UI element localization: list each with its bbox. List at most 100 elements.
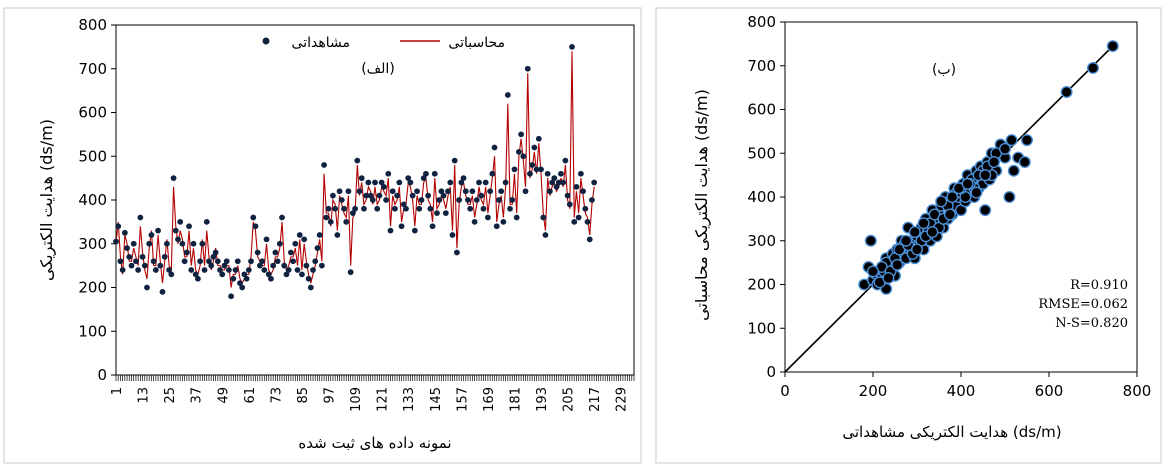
data-point-observed — [281, 262, 288, 269]
data-point-observed — [157, 262, 164, 269]
data-point-observed — [491, 144, 498, 151]
data-point-observed — [465, 197, 471, 203]
data-point-observed — [564, 192, 571, 199]
data-point-observed — [520, 153, 527, 160]
data-point-observed — [480, 205, 487, 212]
data-point-observed — [115, 223, 122, 230]
y-tick-label: 700 — [747, 57, 776, 75]
data-point-observed — [418, 197, 425, 203]
data-point-observed — [188, 267, 195, 273]
data-point-observed — [128, 262, 135, 269]
data-point-observed — [361, 205, 367, 212]
data-point-observed — [438, 188, 445, 195]
data-point-observed — [489, 170, 496, 177]
data-point-observed — [553, 183, 560, 190]
data-point-observed — [414, 188, 420, 195]
data-point-observed — [482, 179, 489, 186]
data-point-observed — [168, 271, 175, 278]
data-point-observed — [540, 214, 547, 221]
x-axis-label: نمونه داده های ثبت شده — [298, 434, 451, 452]
data-point-observed — [237, 280, 243, 287]
scatter-point — [1018, 155, 1031, 168]
data-point-observed — [230, 275, 237, 282]
data-point-observed — [555, 179, 562, 186]
x-tick-label: 0 — [780, 382, 790, 400]
x-tick-label: 37 — [190, 387, 205, 404]
data-point-observed — [228, 293, 235, 300]
data-point-observed — [175, 236, 181, 243]
data-point-observed — [575, 214, 582, 221]
data-point-observed — [307, 284, 314, 291]
data-point-observed — [511, 166, 518, 173]
y-tick-label: 200 — [747, 276, 776, 294]
data-point-observed — [571, 218, 578, 225]
data-point-observed — [358, 175, 365, 182]
data-point-observed — [172, 227, 179, 234]
data-point-observed — [290, 258, 296, 265]
scatter-point — [1003, 190, 1016, 203]
data-point-observed — [566, 201, 573, 208]
data-point-observed — [159, 288, 166, 295]
data-point-observed — [179, 240, 186, 247]
scatter-point — [970, 186, 983, 199]
data-point-observed — [170, 175, 177, 182]
data-point-observed — [265, 271, 272, 278]
data-point-observed — [287, 249, 294, 256]
data-point-observed — [527, 170, 533, 177]
data-point-observed — [445, 188, 451, 195]
data-point-observed — [367, 192, 374, 199]
legend-label-computed: محاسباتی — [448, 35, 505, 51]
data-point-observed — [126, 253, 133, 260]
data-point-observed — [392, 205, 398, 212]
data-point-observed — [343, 218, 350, 225]
data-point-observed — [407, 179, 414, 186]
data-point-observed — [473, 197, 480, 203]
data-point-observed — [400, 201, 407, 208]
x-tick-label: 400 — [947, 382, 976, 400]
data-point-observed — [403, 205, 409, 212]
stats-line: N-S=0.820 — [1055, 316, 1128, 331]
data-point-observed — [263, 236, 270, 243]
y-tick-label: 400 — [747, 188, 776, 206]
data-point-observed — [496, 197, 502, 203]
data-point-observed — [234, 258, 241, 265]
scatter-point — [999, 142, 1012, 155]
legend-label-observed: مشاهداتی — [292, 35, 350, 51]
data-point-observed — [560, 179, 567, 186]
data-point-observed — [405, 175, 412, 182]
data-point-observed — [411, 227, 418, 234]
data-point-observed — [217, 267, 223, 273]
data-point-observed — [292, 240, 299, 247]
stats-line: RMSE=0.062 — [1038, 297, 1128, 312]
data-point-observed — [515, 148, 522, 155]
data-point-observed — [538, 166, 544, 173]
y-tick-label: 300 — [78, 235, 107, 253]
data-point-observed — [427, 205, 434, 212]
x-tick-label: 193 — [535, 387, 550, 412]
line-chart-svg: 0 100 200 300 400 500 600 700 800 1 13 25 37 49 61 73 85… — [3, 7, 642, 464]
data-point-observed — [354, 157, 361, 164]
scatter-point — [911, 243, 924, 256]
data-point-observed — [279, 214, 285, 221]
scatter-point — [988, 155, 1001, 168]
data-point-observed — [268, 275, 274, 282]
data-point-observed — [325, 205, 332, 212]
data-point-observed — [558, 170, 564, 177]
x-tick-label: 600 — [1035, 382, 1064, 400]
data-point-observed — [369, 197, 376, 203]
data-point-observed — [440, 192, 447, 199]
data-point-observed — [436, 197, 443, 203]
data-point-observed — [434, 210, 440, 217]
data-point-observed — [469, 188, 476, 195]
data-point-observed — [150, 258, 157, 265]
data-point-observed — [214, 258, 221, 265]
scatter-point — [961, 177, 974, 190]
data-point-observed — [135, 267, 142, 273]
x-minor-ticks — [115, 375, 635, 381]
data-point-observed — [518, 131, 525, 138]
data-point-observed — [225, 267, 232, 273]
data-point-observed — [144, 284, 150, 291]
scatter-point — [1005, 134, 1018, 147]
x-tick-label: 133 — [402, 387, 417, 412]
scatter-point — [944, 208, 957, 221]
